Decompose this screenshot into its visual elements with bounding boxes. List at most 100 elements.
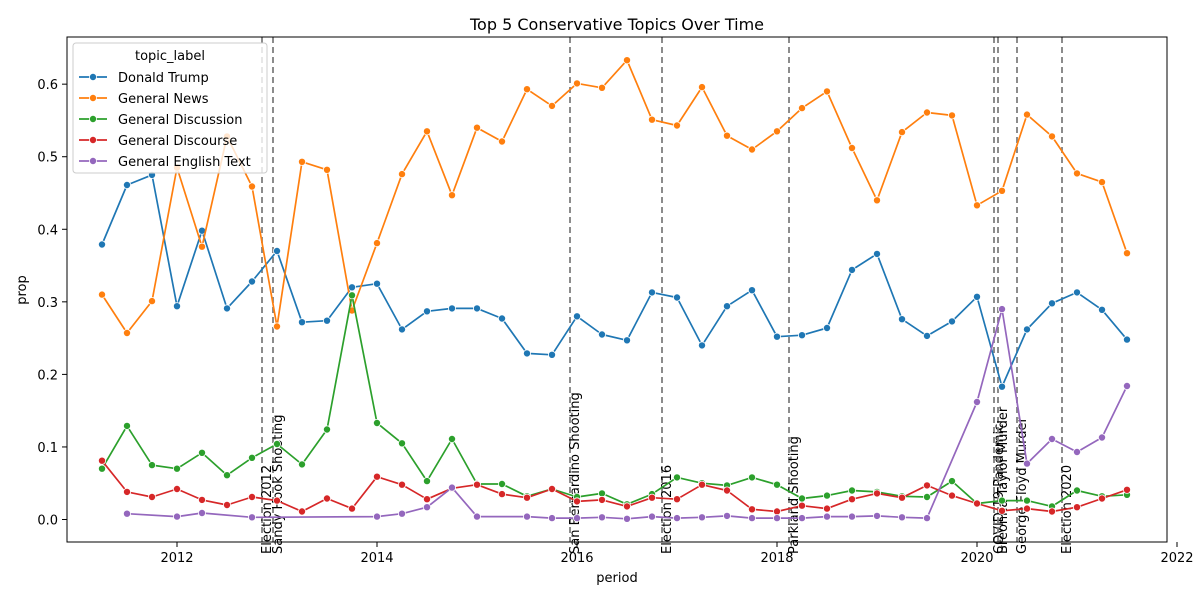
event-label: San Bernardino Shooting <box>568 392 583 554</box>
chart-title: Top 5 Conservative Topics Over Time <box>469 15 764 34</box>
data-point <box>923 514 932 523</box>
data-point <box>798 104 807 113</box>
data-point <box>648 493 657 502</box>
data-point <box>1123 335 1132 344</box>
data-point <box>673 293 682 302</box>
data-point <box>1123 485 1132 494</box>
data-point <box>698 341 707 350</box>
data-point <box>798 501 807 510</box>
data-point <box>548 484 557 493</box>
data-point <box>648 115 657 124</box>
legend-label: Donald Trump <box>118 71 209 86</box>
data-point <box>823 512 832 521</box>
x-tick-label: 2020 <box>960 551 993 566</box>
data-point <box>723 486 732 495</box>
data-point <box>1023 504 1032 513</box>
data-point <box>347 291 356 300</box>
x-tick-label: 2012 <box>160 551 193 566</box>
y-axis-ticks: 0.0 0.1 0.2 0.3 0.4 0.5 0.6 <box>37 78 67 529</box>
data-point <box>1048 132 1057 141</box>
legend: topic_label Donald Trump General News Gene… <box>72 42 268 174</box>
data-point <box>447 434 456 443</box>
data-point <box>998 506 1007 515</box>
data-point <box>147 297 156 306</box>
data-point <box>397 480 406 489</box>
data-point <box>873 489 882 498</box>
data-point <box>247 513 256 522</box>
data-point <box>322 425 331 434</box>
data-point <box>197 508 206 517</box>
data-point <box>172 464 181 473</box>
data-point <box>247 453 256 462</box>
data-point <box>247 492 256 501</box>
legend-label: General Discourse <box>118 134 237 149</box>
data-point <box>748 145 757 154</box>
event-label: Election 2012 <box>260 465 275 554</box>
data-point <box>1073 169 1082 178</box>
event-label: Sandy Hook Shooting <box>271 415 286 554</box>
legend-label: General News <box>118 92 209 107</box>
data-point <box>673 121 682 130</box>
data-point <box>598 495 607 504</box>
data-point <box>898 128 907 137</box>
data-point <box>123 421 132 430</box>
data-point <box>372 512 381 521</box>
x-tick-label: 2018 <box>760 551 793 566</box>
data-point <box>623 56 632 65</box>
data-point <box>698 83 707 92</box>
data-point <box>998 382 1007 391</box>
data-point <box>623 336 632 345</box>
data-point <box>573 514 582 523</box>
data-point <box>372 472 381 481</box>
data-point <box>898 513 907 522</box>
data-point <box>447 304 456 313</box>
data-point <box>598 330 607 339</box>
x-tick-label: 2022 <box>1160 551 1193 566</box>
data-point <box>98 290 107 299</box>
data-point <box>723 131 732 140</box>
data-point <box>848 495 857 504</box>
data-point <box>648 288 657 297</box>
data-point <box>673 473 682 482</box>
data-point <box>948 111 957 120</box>
data-point <box>1048 507 1057 516</box>
data-point <box>773 127 782 136</box>
data-point <box>497 137 506 146</box>
data-point <box>497 479 506 488</box>
data-point <box>1073 486 1082 495</box>
event-label: COVID-19 Pandemic <box>992 424 1007 554</box>
event-label: George Floyd Murder <box>1015 417 1030 554</box>
data-point <box>272 322 281 331</box>
data-point <box>1073 447 1082 456</box>
data-point <box>573 497 582 506</box>
data-point <box>372 279 381 288</box>
data-point <box>748 505 757 514</box>
data-point <box>472 304 481 313</box>
data-point <box>923 481 932 490</box>
data-point <box>898 315 907 324</box>
data-point <box>573 312 582 321</box>
data-point <box>422 127 431 136</box>
x-tick-label: 2014 <box>360 551 393 566</box>
data-point <box>222 471 231 480</box>
y-tick-label: 0.5 <box>37 151 58 166</box>
data-point <box>472 480 481 489</box>
data-point <box>1098 305 1107 314</box>
series-line <box>101 460 1128 513</box>
data-point <box>823 491 832 500</box>
data-point <box>322 494 331 503</box>
data-point <box>372 418 381 427</box>
data-point <box>748 286 757 295</box>
data-point <box>1023 325 1032 334</box>
legend-title: topic_label <box>135 49 205 64</box>
data-point <box>873 249 882 258</box>
data-point <box>798 494 807 503</box>
y-tick-label: 0.1 <box>37 441 58 456</box>
data-point <box>723 302 732 311</box>
data-point <box>998 186 1007 195</box>
data-point <box>1098 178 1107 187</box>
data-point <box>823 87 832 96</box>
data-point <box>823 504 832 513</box>
legend-marker <box>89 94 98 103</box>
data-point <box>98 464 107 473</box>
